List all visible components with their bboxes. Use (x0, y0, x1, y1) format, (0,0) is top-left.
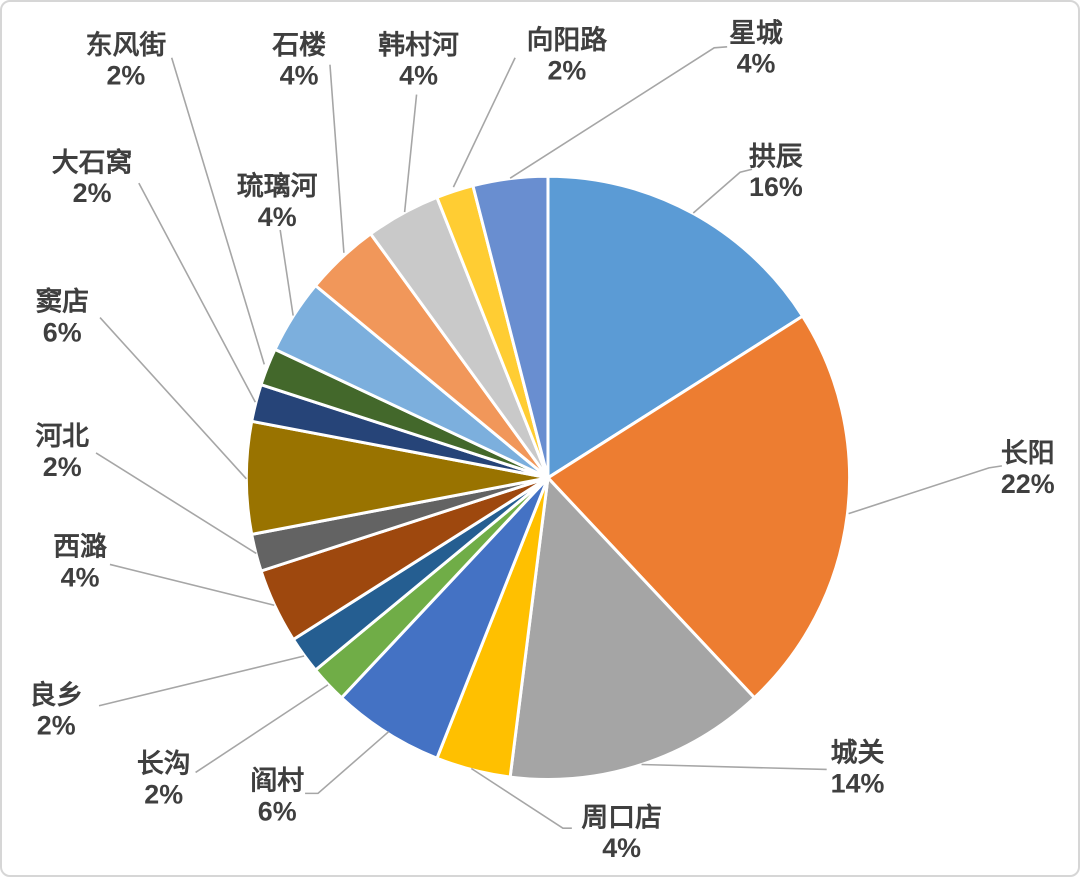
slice-name-label-1: 拱辰 (749, 141, 803, 171)
slice-pct-label-10: 6% (43, 317, 82, 347)
leader-line-3 (641, 763, 827, 771)
slice-name-label-8: 西潞 (53, 532, 107, 562)
leader-line-7 (98, 655, 305, 707)
slice-name-label-5: 阎村 (250, 765, 304, 795)
slice-name-label-9: 河北 (35, 421, 89, 451)
slice-name-label-14: 石楼 (271, 30, 326, 60)
slice-pct-label-5: 6% (258, 796, 297, 826)
leader-line-15 (403, 94, 418, 213)
leader-line-1 (692, 168, 753, 214)
leader-line-17 (509, 46, 728, 179)
leader-line-11 (138, 182, 257, 403)
slice-pct-label-2: 22% (1001, 469, 1055, 499)
slice-pct-label-12: 2% (106, 61, 145, 91)
leader-line-10 (99, 317, 247, 480)
slice-pct-label-7: 2% (37, 711, 76, 741)
slice-pct-label-13: 4% (258, 202, 297, 232)
slice-pct-label-9: 2% (43, 452, 82, 482)
slice-pct-label-3: 14% (831, 768, 885, 798)
slice-name-label-7: 良乡 (29, 679, 83, 710)
slice-pct-label-8: 4% (61, 562, 100, 592)
leader-line-16 (452, 57, 516, 188)
slice-pct-label-16: 2% (547, 56, 586, 86)
slice-name-label-2: 长阳 (1001, 438, 1055, 468)
leader-line-9 (95, 452, 257, 555)
leader-line-6 (195, 684, 329, 774)
leader-line-4 (470, 767, 572, 830)
slice-name-label-11: 大石窝 (52, 146, 133, 177)
slice-name-label-15: 韩村河 (378, 30, 459, 60)
pie-slice-2 (545, 314, 852, 700)
slice-name-label-3: 城关 (831, 738, 885, 768)
slice-name-label-12: 东风街 (86, 29, 167, 60)
leader-line-8 (109, 563, 275, 607)
leader-line-2 (848, 465, 1003, 515)
slice-pct-label-11: 2% (73, 178, 112, 208)
leader-line-5 (305, 731, 390, 795)
pie-slice-3 (508, 474, 757, 781)
slice-pct-label-1: 16% (749, 172, 803, 202)
slice-name-label-4: 周口店 (581, 802, 662, 832)
slice-name-label-16: 向阳路 (527, 24, 608, 55)
slice-name-label-13: 琉璃河 (237, 170, 318, 201)
pie-slice-17 (471, 174, 550, 479)
slice-pct-label-14: 4% (280, 61, 319, 91)
slice-pct-label-6: 2% (144, 779, 183, 809)
leader-line-14 (329, 64, 345, 253)
slice-name-label-10: 窦店 (35, 286, 89, 317)
slice-pct-label-17: 4% (737, 49, 776, 79)
slice-name-label-6: 长沟 (137, 749, 191, 779)
slice-pct-label-15: 4% (399, 61, 438, 91)
slice-pct-label-4: 4% (602, 833, 641, 863)
slice-name-label-17: 星城 (729, 18, 783, 48)
leader-line-13 (279, 229, 294, 316)
leader-line-12 (170, 57, 266, 365)
pie-slice-1 (546, 174, 805, 481)
